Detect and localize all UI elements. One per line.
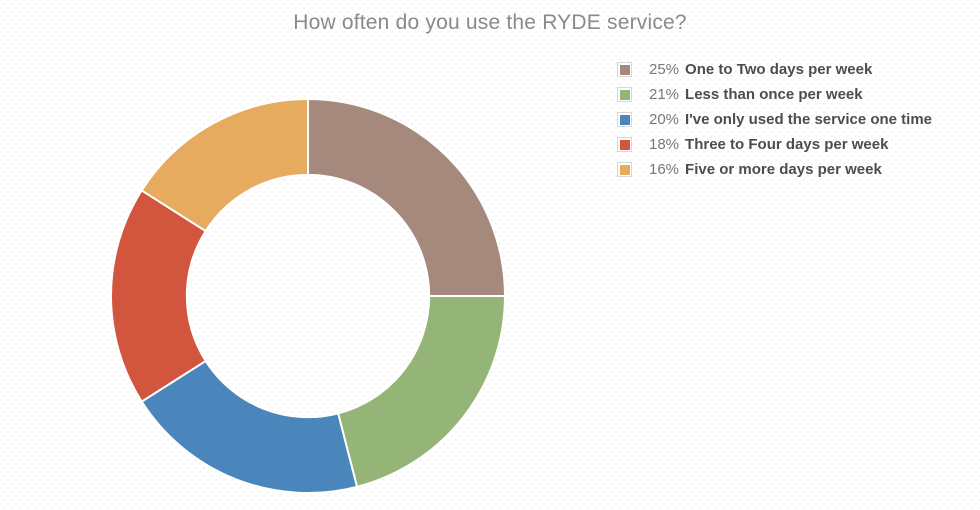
legend-swatch-fill [619, 89, 630, 100]
chart-legend: 25% One to Two days per week 21% Less than … [617, 57, 932, 182]
legend-label: Less than once per week [685, 86, 863, 103]
legend-item-2[interactable]: 21% Less than once per week [617, 82, 932, 107]
donut-segment-1[interactable] [307, 97, 507, 297]
legend-percent: 21% [649, 86, 680, 103]
legend-percent: 16% [649, 161, 680, 178]
legend-swatch-fill [619, 64, 630, 75]
legend-label: Three to Four days per week [685, 136, 889, 153]
legend-item-5[interactable]: 16% Five or more days per week [617, 157, 932, 182]
donut-segment-4[interactable] [110, 189, 208, 403]
legend-label: I've only used the service one time [685, 111, 933, 128]
donut-segment-5[interactable] [140, 97, 309, 233]
donut-chart [110, 97, 507, 494]
legend-label: One to Two days per week [685, 61, 873, 78]
legend-percent: 20% [649, 111, 680, 128]
legend-item-4[interactable]: 18% Three to Four days per week [617, 132, 932, 157]
donut-segment-2[interactable] [336, 295, 507, 489]
legend-swatch-fill [619, 114, 630, 125]
legend-swatch [617, 112, 632, 127]
legend-swatch [617, 137, 632, 152]
legend-percent: 18% [649, 136, 680, 153]
legend-swatch-fill [619, 139, 630, 150]
legend-swatch [617, 87, 632, 102]
legend-percent: 25% [649, 61, 680, 78]
legend-swatch [617, 62, 632, 77]
legend-item-3[interactable]: 20% I've only used the service one time [617, 107, 932, 132]
legend-item-1[interactable]: 25% One to Two days per week [617, 57, 932, 82]
legend-swatch-fill [619, 164, 630, 175]
chart-title: How often do you use the RYDE service? [293, 11, 687, 34]
donut-segment-3[interactable] [140, 359, 359, 494]
legend-label: Five or more days per week [685, 161, 882, 178]
legend-swatch [617, 162, 632, 177]
